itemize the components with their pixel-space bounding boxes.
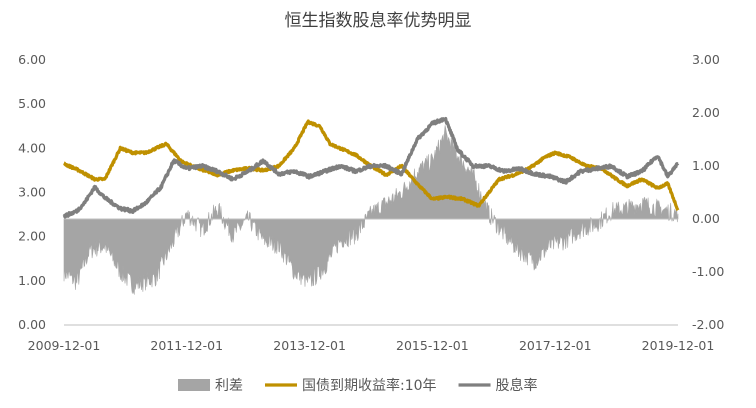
chart-title: 恒生指数股息率优势明显: [284, 11, 472, 31]
legend-label: 国债到期收益率:10年: [302, 377, 437, 394]
right-y-tick-label: 3.00: [692, 52, 720, 67]
legend-label: 股息率: [496, 377, 538, 394]
legend-swatch-spread: [178, 379, 210, 391]
left-y-axis: 0.00 1.00 2.00 3.00 4.00 5.00 6.00: [18, 52, 46, 332]
left-y-tick-label: 6.00: [18, 52, 46, 67]
legend-label: 利差: [215, 378, 243, 394]
right-y-tick-label: -1.00: [692, 264, 724, 279]
left-y-tick-label: 3.00: [18, 185, 46, 200]
x-tick-label: 2017-12-01: [519, 338, 592, 353]
x-tick-label: 2013-12-01: [273, 338, 346, 353]
x-tick-label: 2011-12-01: [150, 338, 223, 353]
left-y-tick-label: 1.00: [18, 273, 46, 288]
x-tick-label: 2009-12-01: [28, 338, 101, 353]
legend: 利差 国债到期收益率:10年 股息率: [178, 377, 538, 394]
right-y-tick-label: 1.00: [692, 158, 720, 173]
right-y-tick-label: 0.00: [692, 211, 720, 226]
line-layer: [62, 116, 680, 219]
left-y-tick-label: 0.00: [18, 317, 46, 332]
left-y-tick-label: 2.00: [18, 229, 46, 244]
right-y-tick-label: 2.00: [692, 105, 720, 120]
x-tick-label: 2015-12-01: [396, 338, 469, 353]
series-line-dividend-yield: [62, 116, 680, 219]
x-axis: 2009-12-01 2011-12-01 2013-12-01 2015-12-01…: [28, 338, 715, 353]
spread-area-layer: [63, 125, 679, 296]
x-tick-label: 2019-12-01: [642, 338, 715, 353]
series-area-spread: [63, 125, 679, 296]
left-y-tick-label: 5.00: [18, 96, 46, 111]
left-y-tick-label: 4.00: [18, 140, 46, 155]
right-y-tick-label: -2.00: [692, 317, 724, 332]
right-y-axis: -2.00 -1.00 0.00 1.00 2.00 3.00: [692, 52, 724, 332]
